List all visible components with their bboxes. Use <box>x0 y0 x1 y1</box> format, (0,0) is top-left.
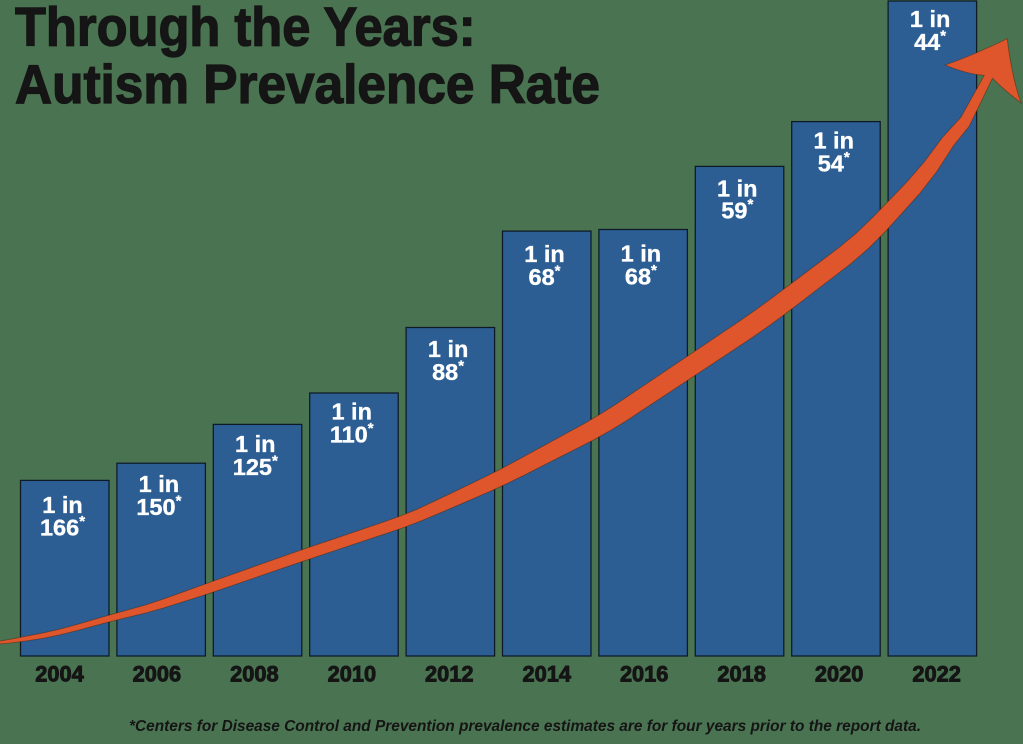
svg-text:2020: 2020 <box>815 661 864 686</box>
svg-text:2016: 2016 <box>620 661 669 686</box>
svg-text:1 in: 1 in <box>524 241 564 267</box>
svg-text:2010: 2010 <box>328 661 377 686</box>
svg-text:125*: 125* <box>233 453 278 481</box>
svg-text:1 in: 1 in <box>813 128 853 154</box>
svg-text:1 in: 1 in <box>910 6 950 32</box>
svg-text:150*: 150* <box>136 492 181 520</box>
svg-text:1 in: 1 in <box>331 399 371 425</box>
svg-text:68*: 68* <box>625 262 657 290</box>
svg-text:1 in: 1 in <box>139 471 179 497</box>
svg-text:Through the Years:: Through the Years: <box>15 0 476 58</box>
svg-text:2006: 2006 <box>133 661 182 686</box>
svg-text:2014: 2014 <box>523 661 572 686</box>
svg-text:*Centers for Disease Control a: *Centers for Disease Control and Prevent… <box>129 718 921 735</box>
svg-text:1 in: 1 in <box>235 431 275 457</box>
svg-text:1 in: 1 in <box>42 492 82 518</box>
svg-text:2018: 2018 <box>717 661 766 686</box>
svg-text:Autism Prevalence Rate: Autism Prevalence Rate <box>15 53 600 115</box>
svg-text:2022: 2022 <box>912 661 961 686</box>
svg-text:110*: 110* <box>330 420 374 448</box>
svg-text:1 in: 1 in <box>621 241 661 267</box>
svg-text:2008: 2008 <box>230 661 279 686</box>
svg-text:1 in: 1 in <box>428 336 468 362</box>
svg-text:2012: 2012 <box>425 661 474 686</box>
svg-text:166*: 166* <box>40 513 85 541</box>
svg-text:1 in: 1 in <box>717 176 757 202</box>
svg-text:2004: 2004 <box>35 661 84 686</box>
